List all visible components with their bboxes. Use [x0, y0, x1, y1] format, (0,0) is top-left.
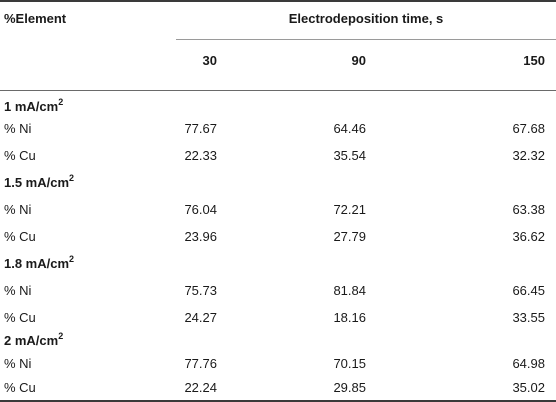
table-cell: 64.46	[333, 121, 366, 136]
table-cell: 35.54	[333, 148, 366, 163]
row-label: % Ni	[4, 202, 32, 217]
column-header-30: 30	[202, 53, 217, 68]
row-label: % Ni	[4, 121, 32, 136]
table-cell: 63.38	[512, 202, 545, 217]
table-cell: 27.79	[333, 229, 366, 244]
section-label: 2 mA/cm2	[4, 330, 64, 348]
table-cell: 66.45	[512, 283, 545, 298]
row-label: % Ni	[4, 356, 32, 371]
table-cell: 70.15	[333, 356, 366, 371]
section-label: 1.5 mA/cm2	[4, 172, 75, 190]
table-cell: 64.98	[512, 356, 545, 371]
group-header-rule	[176, 39, 556, 40]
table-cell: 81.84	[333, 283, 366, 298]
row-label: % Cu	[4, 310, 36, 325]
group-header: Electrodeposition time, s	[288, 11, 444, 26]
row-label: % Ni	[4, 283, 32, 298]
table-cell: 22.33	[184, 148, 217, 163]
table-cell: 77.67	[184, 121, 217, 136]
table-cell: 72.21	[333, 202, 366, 217]
row-label: % Cu	[4, 148, 36, 163]
table-cell: 18.16	[333, 310, 366, 325]
table-cell: 24.27	[184, 310, 217, 325]
bottom-rule	[0, 400, 556, 402]
top-rule	[0, 0, 556, 2]
row-label: % Cu	[4, 229, 36, 244]
row-label-header: %Element	[4, 11, 67, 26]
table-cell: 32.32	[512, 148, 545, 163]
section-label: 1.8 mA/cm2	[4, 253, 75, 271]
column-header-150: 150	[523, 53, 545, 68]
table-cell: 35.02	[512, 380, 545, 395]
table-cell: 76.04	[184, 202, 217, 217]
header-rule	[0, 90, 556, 91]
table-cell: 36.62	[512, 229, 545, 244]
table-cell: 77.76	[184, 356, 217, 371]
table-cell: 67.68	[512, 121, 545, 136]
row-label: % Cu	[4, 380, 36, 395]
column-header-90: 90	[351, 53, 366, 68]
table-cell: 22.24	[184, 380, 217, 395]
table-cell: 29.85	[333, 380, 366, 395]
table-cell: 75.73	[184, 283, 217, 298]
table-cell: 23.96	[184, 229, 217, 244]
table-cell: 33.55	[512, 310, 545, 325]
section-label: 1 mA/cm2	[4, 96, 64, 114]
